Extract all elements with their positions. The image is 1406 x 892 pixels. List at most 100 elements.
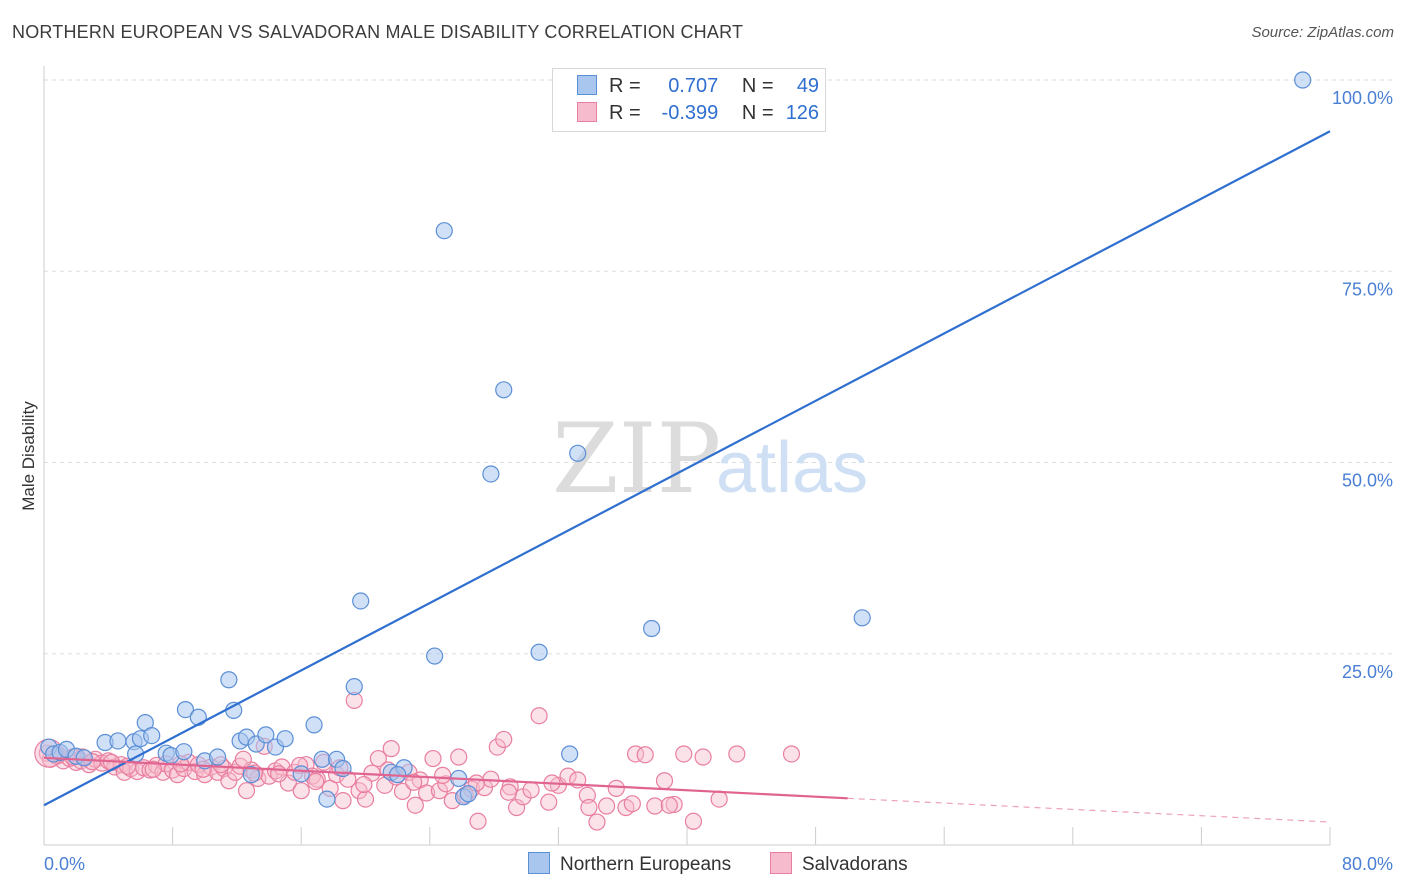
data-point-salvadoran — [355, 775, 373, 794]
data-point-salvadoran — [540, 793, 558, 811]
bottom-legend-swatch-blue — [528, 852, 550, 874]
data-point-northern-european — [426, 647, 444, 665]
data-point-salvadoran — [292, 782, 310, 800]
data-point-salvadoran — [530, 707, 548, 725]
data-point-salvadoran — [417, 784, 436, 802]
data-point-salvadoran — [646, 797, 664, 815]
data-point-salvadoran — [382, 740, 400, 758]
x-tick-label-min: 0.0% — [44, 854, 85, 874]
legend-r-label: R = — [609, 102, 641, 124]
data-point-northern-european — [561, 745, 579, 763]
data-point-northern-european — [313, 750, 331, 768]
data-point-salvadoran — [393, 782, 412, 801]
data-point-salvadoran — [234, 750, 252, 768]
data-point-northern-european — [189, 708, 207, 726]
data-point-northern-european — [318, 790, 336, 808]
legend-row-salvadorans: R = -0.399 N = 126 — [577, 102, 819, 128]
data-point-northern-european — [220, 671, 238, 689]
data-point-salvadoran — [356, 790, 375, 808]
data-point-northern-european — [75, 749, 93, 767]
data-point-salvadoran — [782, 745, 801, 763]
data-point-salvadoran — [728, 745, 746, 763]
data-point-salvadoran — [675, 745, 693, 763]
data-point-northern-european — [305, 716, 323, 734]
data-point-northern-european — [569, 444, 587, 462]
legend-row-northern-europeans: R = 0.707 N = 49 — [577, 75, 819, 101]
legend-r-value: 0.707 — [668, 75, 719, 97]
data-point-northern-european — [352, 592, 370, 610]
data-point-salvadoran — [588, 813, 606, 831]
y-axis-label: Male Disability — [19, 401, 38, 511]
y-tick-label: 50.0% — [1342, 471, 1393, 491]
legend-n-value: 49 — [796, 75, 820, 97]
legend-n-label: N = — [741, 102, 774, 124]
data-point-salvadoran — [434, 766, 452, 784]
watermark-atlas: atlas — [716, 428, 868, 508]
data-point-northern-european — [345, 678, 363, 696]
data-point-salvadoran — [607, 779, 625, 797]
data-point-northern-european — [459, 785, 477, 803]
data-point-salvadoran — [406, 796, 424, 814]
watermark: ZIP atlas — [552, 403, 868, 515]
data-point-salvadoran — [144, 760, 162, 778]
trend-lines — [43, 130, 1331, 823]
data-point-salvadoran — [508, 798, 526, 817]
data-point-northern-european — [257, 726, 275, 744]
legend-swatch-blue — [577, 75, 597, 95]
grid-lines — [44, 79, 1394, 655]
data-point-salvadoran — [623, 795, 641, 813]
data-point-salvadoran — [237, 782, 256, 800]
data-point-northern-european — [435, 222, 453, 240]
data-point-northern-european — [292, 765, 310, 783]
y-tick-label: 75.0% — [1342, 279, 1393, 299]
data-point-salvadoran — [405, 773, 423, 791]
data-point-northern-european — [530, 643, 548, 661]
data-point-salvadoran — [694, 748, 712, 766]
data-point-salvadoran — [334, 792, 352, 810]
data-point-salvadoran — [660, 796, 678, 814]
data-point-northern-european — [643, 619, 661, 638]
data-point-salvadoran — [495, 730, 513, 749]
bottom-legend-label: Northern Europeans — [560, 854, 732, 875]
data-point-northern-european — [1294, 71, 1312, 89]
correlation-legend: R = 0.707 N = 49 R = -0.399 N = 126 — [552, 68, 826, 132]
data-point-salvadoran — [655, 772, 674, 790]
trend-line-salvadorans — [43, 756, 848, 800]
data-point-salvadoran — [598, 797, 616, 815]
data-point-salvadoran — [636, 746, 654, 764]
data-point-salvadoran — [168, 766, 187, 784]
legend-r-label: R = — [609, 75, 641, 97]
data-point-northern-european — [209, 748, 227, 766]
data-point-northern-european — [109, 732, 127, 750]
data-point-salvadoran — [369, 749, 387, 768]
data-point-northern-european — [495, 381, 513, 399]
data-point-northern-european — [176, 700, 195, 719]
data-point-salvadoran — [710, 790, 728, 808]
bottom-legend-northern-europeans: Northern Europeans — [528, 852, 731, 876]
y-tick-label: 100.0% — [1332, 88, 1393, 108]
data-point-salvadoran — [522, 781, 540, 799]
data-point-salvadoran — [450, 748, 468, 766]
axes — [43, 66, 1331, 846]
legend-n-label: N = — [741, 75, 774, 97]
tick-labels: 25.0% 50.0% 75.0% 100.0% 0.0% 80.0% — [44, 88, 1393, 874]
data-point-northern-european — [853, 609, 871, 627]
data-point-salvadoran — [665, 795, 683, 814]
data-point-northern-european — [482, 465, 500, 483]
chart-title: NORTHERN EUROPEAN VS SALVADORAN MALE DIS… — [12, 22, 744, 42]
salvadorans-points — [34, 691, 801, 831]
trend-line-salvadorans-extrapolated — [847, 797, 1331, 823]
legend-r-value: -0.399 — [661, 102, 719, 124]
bottom-legend-swatch-pink — [770, 852, 792, 874]
data-point-salvadoran — [469, 812, 487, 830]
data-point-salvadoran — [626, 745, 645, 763]
data-point-salvadoran — [580, 798, 598, 817]
data-point-salvadoran — [424, 749, 442, 768]
legend-n-value: 126 — [785, 102, 820, 124]
data-point-salvadoran — [499, 783, 518, 801]
legend-swatch-pink — [577, 102, 597, 122]
y-tick-label: 25.0% — [1342, 662, 1393, 682]
data-point-salvadoran — [307, 772, 325, 791]
trend-line-northern-europeans — [43, 130, 1331, 807]
